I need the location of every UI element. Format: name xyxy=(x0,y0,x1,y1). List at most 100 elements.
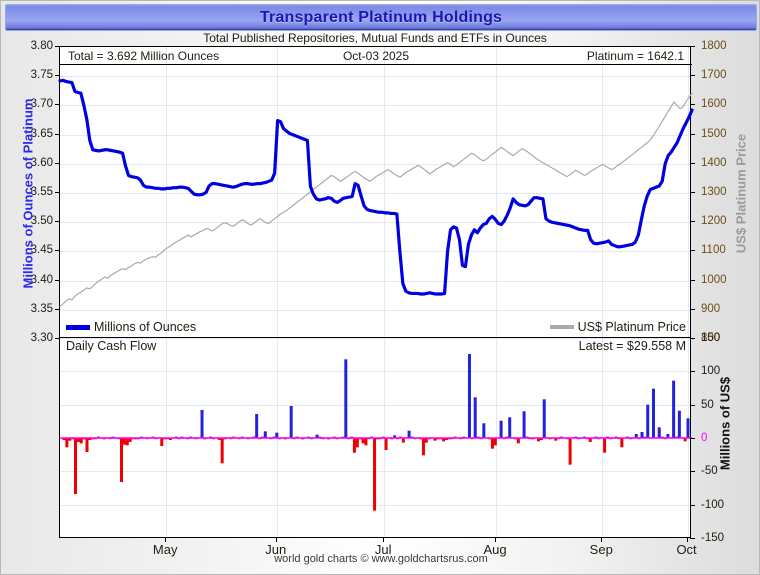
cash-flow-bar xyxy=(490,438,494,449)
tick-mark xyxy=(690,75,695,77)
cash-flow-bar xyxy=(74,438,77,494)
cash-flow-bar xyxy=(657,427,661,438)
holdings-plot-area: Total = 3.692 Million Ounces Oct-03 2025… xyxy=(58,46,694,338)
cash-flow-bar xyxy=(407,430,411,438)
cash-flow-bar xyxy=(508,417,512,438)
lower-tick-label: 100 xyxy=(701,365,721,378)
tick-mark xyxy=(690,371,695,373)
tick-mark xyxy=(690,438,695,439)
cash-flow-bar xyxy=(364,438,368,446)
cash-flow-bar xyxy=(315,434,319,438)
right-tick-label: 900 xyxy=(701,302,721,315)
cash-flow-bar xyxy=(393,435,397,438)
cash-flow-bar xyxy=(79,438,83,444)
cash-flow-bar xyxy=(217,438,221,440)
left-tick-label: 3.50 xyxy=(30,215,53,228)
cash-flow-bar xyxy=(289,406,293,438)
right-tick-label: 800 xyxy=(701,332,721,344)
left-tick-label: 3.75 xyxy=(30,69,53,82)
cash-flow-bar xyxy=(542,399,546,438)
cash-flow-bar xyxy=(686,418,690,438)
gridline xyxy=(60,309,690,311)
cash-flow-bar xyxy=(554,438,558,441)
cash-flow-bar xyxy=(522,411,526,438)
lower-tick-label: -100 xyxy=(701,498,725,511)
left-tick-label: 3.30 xyxy=(30,332,53,344)
right-tick-label: 1200 xyxy=(701,215,727,228)
cash-flow-bar xyxy=(128,438,132,442)
tick-mark xyxy=(275,538,277,542)
left-tick-label: 3.60 xyxy=(30,156,53,169)
lower-tick-label: -50 xyxy=(701,465,718,478)
lower-tick-label: -150 xyxy=(701,532,725,544)
left-tick-label: 3.55 xyxy=(30,186,53,198)
lower-tick-label: 0 xyxy=(701,432,708,444)
chart-subtitle: Total Published Repositories, Mutual Fun… xyxy=(203,30,547,45)
right-tick-label: 1600 xyxy=(701,98,727,111)
x-tick-label: Jul xyxy=(374,542,392,557)
cash-flow-bar xyxy=(76,438,80,442)
x-tick-label: Oct xyxy=(676,542,697,557)
tick-mark xyxy=(690,471,695,473)
x-tick-label: May xyxy=(152,542,178,557)
cash-flow-bar xyxy=(677,410,681,438)
cash-flow-bar xyxy=(672,380,676,438)
tick-mark xyxy=(55,162,60,164)
tick-mark xyxy=(690,338,695,339)
legend-label-holdings: Millions of Ounces xyxy=(94,320,197,334)
right-tick-label: 1700 xyxy=(701,69,727,82)
window-title-bar: Transparent Platinum Holdings xyxy=(5,4,757,31)
tick-mark xyxy=(690,279,695,281)
legend-item-holdings: Millions of Ounces xyxy=(66,320,196,334)
cash-flow-bar xyxy=(220,438,224,464)
gridline xyxy=(60,404,690,406)
lower-tick-label: 50 xyxy=(701,398,714,411)
x-tick-label: Sep xyxy=(589,542,613,557)
tick-mark xyxy=(690,221,695,223)
gridline xyxy=(60,134,690,136)
date-label: Oct-03 2025 xyxy=(342,48,410,63)
cash-flow-bar xyxy=(125,438,129,446)
cash-flow-bar xyxy=(421,438,425,456)
cash-flow-bars-svg xyxy=(60,354,692,511)
tick-mark xyxy=(55,104,60,106)
legend-swatch-price xyxy=(549,325,574,329)
chart-legend: Millions of Ounces US$ Platinum Price xyxy=(60,318,690,337)
left-tick-label: 3.70 xyxy=(30,98,53,111)
cash-flow-bar xyxy=(168,438,172,440)
tick-mark xyxy=(690,308,695,310)
right-tick-label: 1100 xyxy=(701,244,726,257)
cash-flow-bar xyxy=(588,438,592,442)
right-tick-label: 1000 xyxy=(701,273,727,286)
cash-flow-bar xyxy=(65,438,69,448)
tick-mark xyxy=(383,538,385,542)
cash-flow-bar xyxy=(384,438,388,450)
cash-flow-latest: Latest = $29.558 M xyxy=(578,339,686,353)
cash-flow-bar xyxy=(424,438,428,443)
right-tick-label: 1300 xyxy=(701,186,727,198)
cash-flow-bar xyxy=(433,438,437,441)
holdings-series-svg xyxy=(58,78,694,307)
tick-mark xyxy=(495,538,497,542)
cash-flow-bar xyxy=(373,438,377,511)
cash-flow-bar xyxy=(568,438,572,465)
cash-flow-bar xyxy=(442,438,446,442)
cash-flow-bar xyxy=(122,438,126,445)
gridline xyxy=(60,163,690,165)
right-tick-label: 1400 xyxy=(701,156,727,169)
gridline xyxy=(496,47,497,337)
right-axis-title: US$ Platinum Price xyxy=(733,133,749,254)
gridline xyxy=(166,47,167,337)
cash-flow-title: Daily Cash Flow xyxy=(66,339,157,353)
cash-flow-bar xyxy=(473,397,477,438)
tick-mark xyxy=(55,133,60,135)
gridline xyxy=(60,371,690,373)
cash-flow-bar xyxy=(493,438,497,446)
right-tick-label: 1800 xyxy=(701,40,727,52)
page-title: Transparent Platinum Holdings xyxy=(259,8,503,26)
cash-flow-bar xyxy=(120,438,124,482)
gridline xyxy=(60,222,690,224)
tick-mark xyxy=(55,75,60,77)
cash-flow-bar xyxy=(516,438,520,444)
tick-mark xyxy=(55,279,60,281)
